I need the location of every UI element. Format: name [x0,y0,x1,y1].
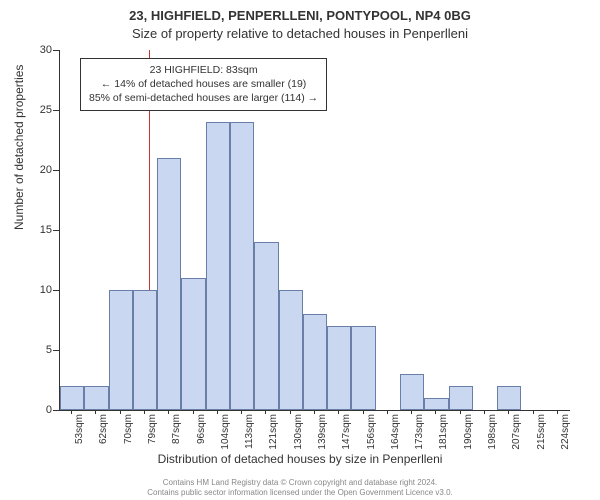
x-tick-label: 113sqm [244,414,255,464]
x-tick-label: 139sqm [317,414,328,464]
histogram-bar [181,278,205,410]
histogram-bar [351,326,375,410]
x-tick-label: 70sqm [123,414,134,464]
chart-container: 23, HIGHFIELD, PENPERLLENI, PONTYPOOL, N… [0,0,600,500]
y-tick-label: 5 [12,344,52,356]
x-tick-label: 224sqm [560,414,571,464]
histogram-bar [279,290,303,410]
x-tick [265,410,266,414]
x-tick-label: 164sqm [390,414,401,464]
histogram-bar [449,386,473,410]
x-tick-label: 190sqm [463,414,474,464]
x-tick [411,410,412,414]
histogram-bar [327,326,351,410]
histogram-bar [400,374,424,410]
y-tick [53,110,59,111]
histogram-bar [497,386,521,410]
x-tick-label: 181sqm [438,414,449,464]
x-tick-label: 173sqm [414,414,425,464]
x-tick [290,410,291,414]
x-tick [120,410,121,414]
x-tick [71,410,72,414]
y-tick-label: 10 [12,284,52,296]
x-tick-label: 79sqm [147,414,158,464]
histogram-bar [60,386,84,410]
histogram-bar [133,290,157,410]
histogram-bar [230,122,254,410]
y-tick [53,170,59,171]
annotation-box: 23 HIGHFIELD: 83sqm ← 14% of detached ho… [80,58,327,111]
footer-line-1: Contains HM Land Registry data © Crown c… [0,478,600,488]
x-tick-label: 87sqm [171,414,182,464]
y-tick-label: 0 [12,404,52,416]
x-tick [484,410,485,414]
x-tick [435,410,436,414]
y-tick-label: 15 [12,224,52,236]
x-tick [95,410,96,414]
title-line-2: Size of property relative to detached ho… [0,26,600,41]
x-tick-label: 121sqm [268,414,279,464]
x-tick-label: 147sqm [341,414,352,464]
x-tick [338,410,339,414]
x-tick [387,410,388,414]
x-tick-label: 130sqm [293,414,304,464]
x-tick [144,410,145,414]
y-tick-label: 20 [12,164,52,176]
y-tick [53,230,59,231]
x-tick [217,410,218,414]
histogram-bar [157,158,181,410]
histogram-bar [254,242,278,410]
x-tick [363,410,364,414]
y-axis-label: Number of detached properties [12,65,26,230]
x-tick-label: 53sqm [74,414,85,464]
x-tick [314,410,315,414]
y-tick [53,290,59,291]
x-tick [533,410,534,414]
title-line-1: 23, HIGHFIELD, PENPERLLENI, PONTYPOOL, N… [0,8,600,23]
x-tick [193,410,194,414]
histogram-bar [424,398,448,410]
y-tick [53,50,59,51]
y-tick [53,410,59,411]
x-tick-label: 62sqm [98,414,109,464]
x-tick [508,410,509,414]
x-tick-label: 215sqm [536,414,547,464]
histogram-bar [84,386,108,410]
histogram-bar [109,290,133,410]
y-tick [53,350,59,351]
x-tick-label: 198sqm [487,414,498,464]
x-tick [557,410,558,414]
annotation-line-3: 85% of semi-detached houses are larger (… [89,91,318,105]
annotation-line-1: 23 HIGHFIELD: 83sqm [89,63,318,77]
footer-attribution: Contains HM Land Registry data © Crown c… [0,478,600,498]
x-tick-label: 156sqm [366,414,377,464]
histogram-bar [206,122,230,410]
y-tick-label: 30 [12,44,52,56]
y-tick-label: 25 [12,104,52,116]
x-tick-label: 104sqm [220,414,231,464]
x-tick-label: 96sqm [196,414,207,464]
x-tick [168,410,169,414]
x-tick-label: 207sqm [511,414,522,464]
histogram-bar [303,314,327,410]
x-tick [241,410,242,414]
x-tick [460,410,461,414]
footer-line-2: Contains public sector information licen… [0,488,600,498]
annotation-line-2: ← 14% of detached houses are smaller (19… [89,77,318,91]
